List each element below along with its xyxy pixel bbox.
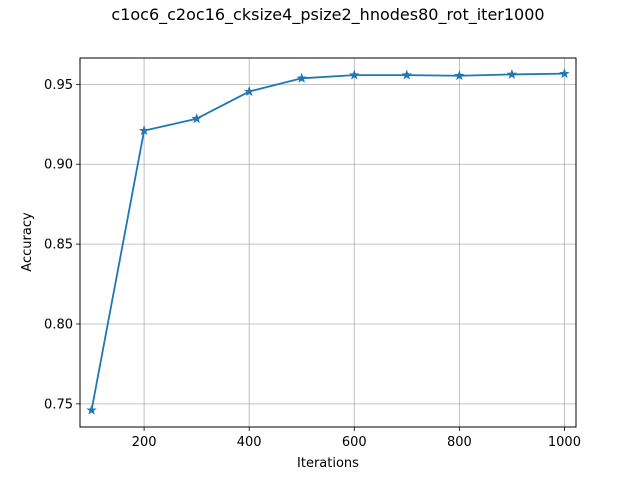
x-tick-label: 1000 xyxy=(548,435,581,450)
data-point-marker xyxy=(349,69,360,80)
data-point-marker xyxy=(454,70,465,81)
data-point-marker xyxy=(559,68,570,79)
series-line xyxy=(90,72,565,411)
y-tick-label: 0.80 xyxy=(44,317,73,332)
x-tick-label: 400 xyxy=(237,435,262,450)
y-tick-label: 0.95 xyxy=(44,78,73,93)
x-axis-label: Iterations xyxy=(297,456,359,471)
x-tick-label: 600 xyxy=(342,435,367,450)
data-point-marker xyxy=(401,69,413,80)
data-point-marker xyxy=(243,86,255,96)
x-tick-label: 200 xyxy=(132,435,157,450)
chart-title: c1oc6_c2oc16_cksize4_psize2_hnodes80_rot… xyxy=(111,5,544,25)
y-tick-label: 0.85 xyxy=(44,238,73,253)
y-tick-label: 0.90 xyxy=(44,158,73,173)
data-point-marker xyxy=(506,68,518,79)
data-point-marker xyxy=(86,404,97,415)
y-axis-ticks: 0.75 0.80 0.85 0.90 0.95 xyxy=(44,78,80,412)
data-point-marker xyxy=(296,72,307,83)
y-axis-label: Accuracy xyxy=(20,212,35,272)
x-tick-label: 800 xyxy=(447,435,472,450)
y-tick-label: 0.75 xyxy=(44,397,73,412)
data-point-marker xyxy=(191,113,202,124)
grid xyxy=(80,58,576,427)
data-point-marker xyxy=(138,125,150,136)
plot-frame xyxy=(79,57,577,428)
x-axis-ticks: 200 400 600 800 1000 xyxy=(132,427,581,450)
series-layer xyxy=(86,68,570,415)
